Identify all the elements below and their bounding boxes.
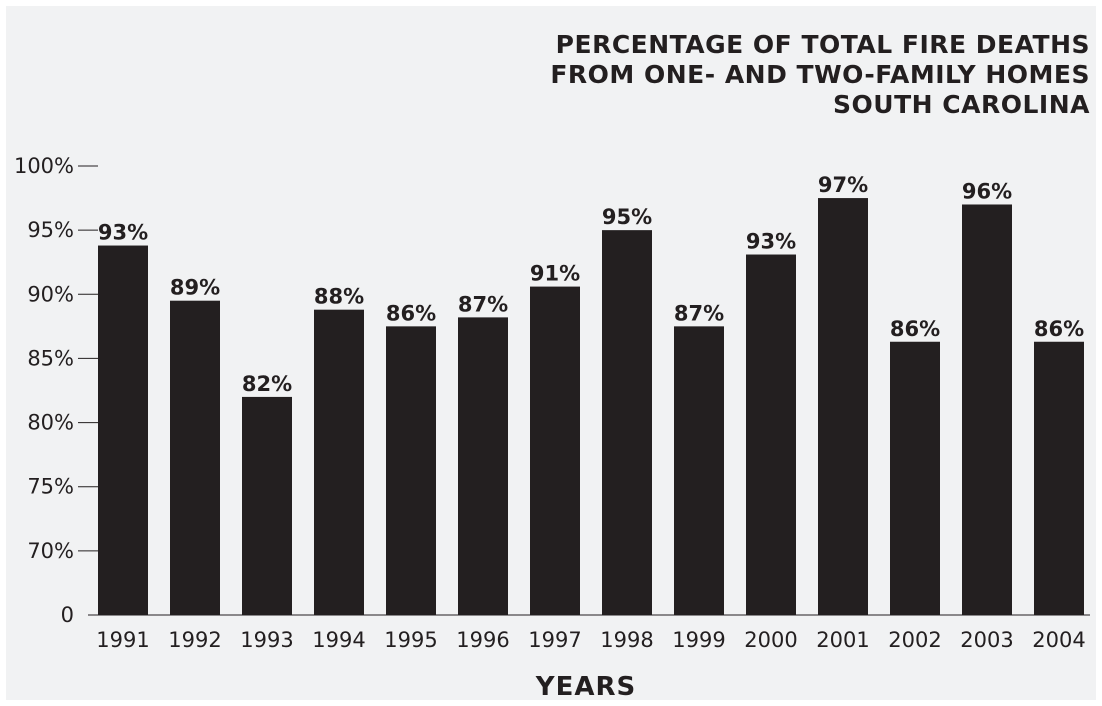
- bar: [242, 396, 292, 615]
- x-tick-label: 1996: [456, 628, 509, 652]
- y-tick-label: 70%: [27, 539, 74, 563]
- x-axis-label: YEARS: [535, 672, 636, 702]
- bar: [98, 245, 148, 615]
- bar: [170, 300, 220, 615]
- bar-value-label: 88%: [314, 285, 364, 309]
- bar-value-label: 95%: [602, 205, 652, 229]
- y-tick-label: 80%: [27, 411, 74, 435]
- bar-value-label: 93%: [98, 221, 148, 245]
- y-tick-label: 90%: [27, 282, 74, 306]
- x-tick-label: 1991: [96, 628, 149, 652]
- bar: [890, 341, 940, 615]
- y-tick-label: 95%: [27, 218, 74, 242]
- x-tick-label: 1993: [240, 628, 293, 652]
- bar-value-label: 96%: [962, 179, 1012, 203]
- x-tick-label: 1995: [384, 628, 437, 652]
- y-tick-label: 100%: [14, 154, 74, 178]
- x-tick-label: 1992: [168, 628, 221, 652]
- bar: [602, 230, 652, 615]
- y-axis: 0 70% 75% 80% 85% 90% 95% 100%: [14, 154, 98, 627]
- bar-value-label: 86%: [890, 317, 940, 341]
- bar: [314, 309, 364, 615]
- bar-value-label: 86%: [386, 301, 436, 325]
- y-tick-label: 75%: [27, 475, 74, 499]
- x-axis: 1991 1992 1993 1994 1995 1996 1997 1998 1999 2000…: [88, 614, 1090, 652]
- bar: [1034, 341, 1084, 615]
- bar-value-label: 87%: [674, 301, 724, 325]
- chart-title-line-1: PERCENTAGE OF TOTAL FIRE DEATHS: [555, 30, 1090, 59]
- bar-value-label: 91%: [530, 262, 580, 286]
- x-tick-label: 2000: [744, 628, 797, 652]
- chart-title-line-2: FROM ONE- AND TWO-FAMILY HOMES: [550, 60, 1090, 89]
- x-tick-label: 1999: [672, 628, 725, 652]
- bar-value-label: 93%: [746, 230, 796, 254]
- bar: [674, 326, 724, 615]
- bar-value-label: 86%: [1034, 317, 1084, 341]
- x-tick-label: 2001: [816, 628, 869, 652]
- bars: 93% 89% 82% 88% 86% 87% 91% 95% 87% 93% 97% 86% 96% 8…: [98, 173, 1084, 616]
- chart-title: PERCENTAGE OF TOTAL FIRE DEATHS FROM ONE…: [550, 30, 1090, 120]
- x-tick-label: 2004: [1032, 628, 1085, 652]
- y-tick-label: 85%: [27, 346, 74, 370]
- bar: [818, 198, 868, 616]
- x-tick-label: 1997: [528, 628, 581, 652]
- x-tick-label: 1994: [312, 628, 365, 652]
- bar: [530, 286, 580, 615]
- bar-value-label: 87%: [458, 292, 508, 316]
- bar: [746, 254, 796, 615]
- x-tick-label: 1998: [600, 628, 653, 652]
- bar: [386, 326, 436, 615]
- x-tick-label: 2003: [960, 628, 1013, 652]
- bar-value-label: 82%: [242, 372, 292, 396]
- bar-value-label: 89%: [170, 276, 220, 300]
- chart-title-line-3: SOUTH CAROLINA: [833, 90, 1090, 119]
- bar: [962, 204, 1012, 615]
- bar: [458, 317, 508, 615]
- y-tick-label: 0: [61, 603, 74, 627]
- bar-value-label: 97%: [818, 173, 868, 197]
- x-tick-label: 2002: [888, 628, 941, 652]
